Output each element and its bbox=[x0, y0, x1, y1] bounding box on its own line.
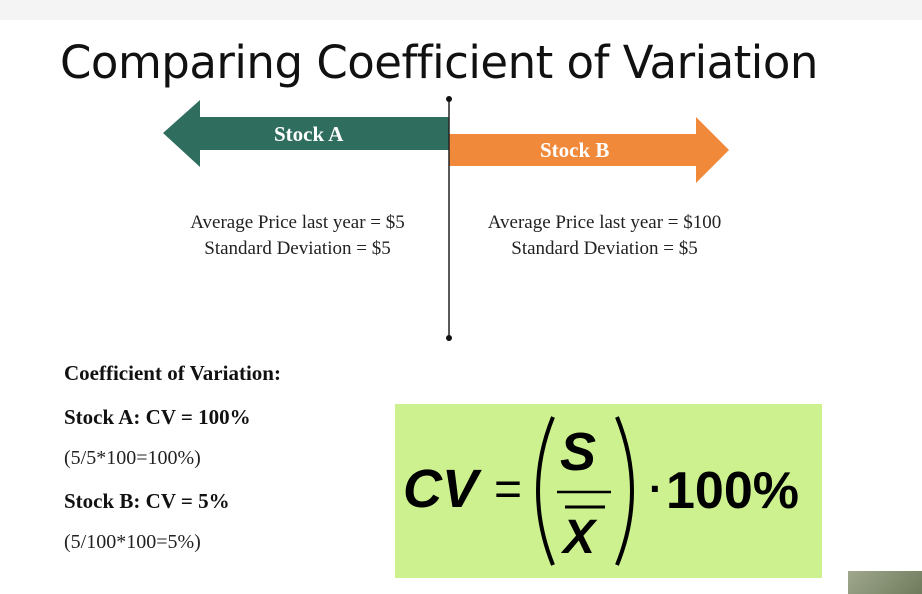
stock-b-avg-price: Average Price last year = $100 bbox=[487, 212, 722, 233]
page-title: Comparing Coefficient of Variation bbox=[60, 36, 818, 89]
formula-equals: = bbox=[494, 463, 522, 516]
stock-b-cv: Stock B: CV = 5% bbox=[64, 489, 230, 513]
stock-a-stats: Average Price last year = $5 Standard De… bbox=[165, 210, 430, 262]
stock-a-label: Stock A bbox=[274, 122, 344, 146]
formula-numerator: S bbox=[560, 422, 596, 482]
formula-percent: 100% bbox=[666, 462, 799, 520]
formula-lhs: CV bbox=[403, 459, 482, 519]
stock-b-stats: Average Price last year = $100 Standard … bbox=[462, 210, 747, 262]
divider-bottom-dot bbox=[446, 335, 452, 341]
cv-formula-box: CV = S X · 100% bbox=[395, 404, 822, 578]
cv-formula: CV = S X · 100% bbox=[403, 416, 799, 566]
top-bar bbox=[0, 0, 922, 20]
left-paren bbox=[536, 416, 555, 566]
corner-thumbnail bbox=[848, 571, 922, 594]
formula-denominator: X bbox=[560, 511, 598, 564]
formula-dot: · bbox=[649, 465, 663, 512]
cv-heading: Coefficient of Variation: bbox=[64, 361, 281, 385]
stock-a-std-dev: Standard Deviation = $5 bbox=[204, 238, 391, 259]
stock-b-calc: (5/100*100=5%) bbox=[64, 531, 201, 553]
stock-b-std-dev: Standard Deviation = $5 bbox=[511, 238, 698, 259]
divider-top-dot bbox=[446, 96, 452, 102]
stock-arrows-diagram bbox=[163, 96, 729, 341]
stock-a-arrow bbox=[163, 100, 449, 167]
stock-a-calc: (5/5*100=100%) bbox=[64, 447, 201, 469]
stock-b-label: Stock B bbox=[540, 138, 610, 162]
stock-b-arrow bbox=[449, 117, 729, 183]
stock-a-cv: Stock A: CV = 100% bbox=[64, 405, 251, 429]
right-paren bbox=[615, 416, 634, 566]
cv-results: Coefficient of Variation: Stock A: CV = … bbox=[64, 358, 281, 556]
stock-a-avg-price: Average Price last year = $5 bbox=[190, 212, 405, 233]
